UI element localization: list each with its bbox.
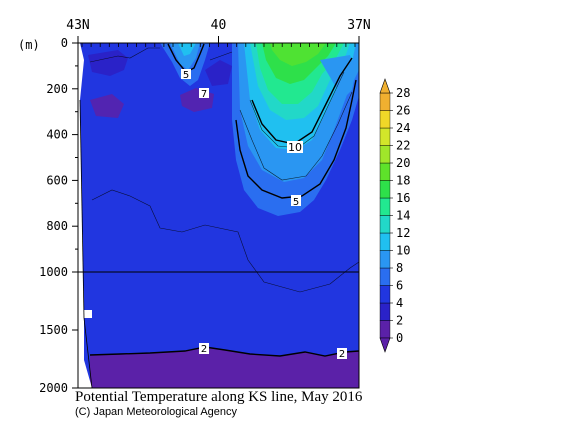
colorbar-segment-12: [379, 110, 391, 129]
colorbar-label-13: 26: [396, 104, 410, 118]
colorbar-label-12: 24: [396, 121, 410, 135]
colorbar-label-11: 22: [396, 139, 410, 153]
colorbar-label-10: 20: [396, 156, 410, 170]
colorbar-label-9: 18: [396, 174, 410, 188]
colorbar-label-0: 0: [396, 331, 403, 345]
contour-lines-major: [89, 43, 360, 357]
plot-area: 5 7 10 5 2 2: [77, 42, 360, 389]
contour-label-10: 10: [288, 141, 302, 154]
y-tick-label-4: 800: [46, 219, 68, 233]
cold-patch-purple-left: [90, 94, 124, 118]
y-axis-unit-label: (m): [18, 38, 40, 52]
colorbar-segment-9: [379, 162, 391, 181]
contour-label-2-right: 2: [339, 349, 345, 360]
colorbar-label-7: 14: [396, 209, 410, 223]
contour-10-warm: [251, 57, 353, 145]
y-axis: (m) 0 200 400 600 800 1000 1500 2000: [18, 36, 78, 395]
contour-label-5-warm: 5: [293, 197, 299, 208]
x-tick-label-1: 40: [211, 18, 227, 33]
y-tick-label-2: 400: [46, 128, 68, 142]
colorbar-arrow-high: [379, 78, 391, 94]
station-ticks: [81, 43, 356, 47]
y-tick-label-3: 600: [46, 173, 68, 187]
colorbar-segment-13: [379, 92, 391, 111]
chart-credit: (C) Japan Meteorological Agency: [75, 406, 238, 418]
colorbar-segment-7: [379, 197, 391, 216]
y-tick-label-1: 200: [46, 82, 68, 96]
colorbar-segment-1: [379, 302, 391, 321]
colorbar-label-8: 16: [396, 191, 410, 205]
y-tick-label-0: 0: [61, 36, 68, 50]
colorbar-segment-8: [379, 180, 391, 199]
colorbar-segment-11: [379, 127, 391, 146]
colorbar-segment-2: [379, 285, 391, 304]
colorbar-segment-3: [379, 267, 391, 286]
seafloor-edge: [83, 317, 93, 389]
contour-label-group: 5 7 10 5 2 2: [181, 69, 347, 360]
colorbar-segment-6: [379, 215, 391, 234]
colorbar-label-6: 12: [396, 226, 410, 240]
contour-2-deep: [89, 346, 360, 357]
cold-patch-purple-right: [205, 60, 232, 86]
colorbar-label-3: 6: [396, 279, 403, 293]
colorbar-label-14: 28: [396, 86, 410, 100]
colorbar-segment-0: [379, 320, 391, 339]
y-tick-label-6: 1500: [39, 323, 68, 337]
seafloor-edge-upper: [79, 99, 85, 319]
warm-core-18: [270, 43, 326, 66]
colorbar-label-1: 2: [396, 314, 403, 328]
colorbar-segment-5: [379, 232, 391, 251]
contour-label-2-left: 2: [201, 344, 207, 355]
x-tick-label-2: 37N: [347, 18, 370, 33]
cold-patch-surface-left: [88, 50, 128, 76]
contour-label-7: 7: [201, 89, 207, 100]
colorbar-label-2: 4: [396, 296, 403, 310]
x-axis: 43N 40 37N: [66, 18, 371, 43]
contour-label-5-shallow: 5: [183, 70, 189, 81]
warm-tongue-inner: [170, 43, 200, 70]
seafloor-mask: [78, 43, 92, 388]
y-tick-label-5: 1000: [39, 265, 68, 279]
colorbar-segment-10: [379, 145, 391, 164]
chart-title: Potential Temperature along KS line, May…: [75, 389, 363, 405]
colorbar-label-4: 8: [396, 261, 403, 275]
colorbar-label-5: 10: [396, 244, 410, 258]
contour-5-warm: [235, 79, 357, 199]
colorbar-segment-4: [379, 250, 391, 269]
deep-cold-layer: [90, 347, 359, 388]
y-tick-label-7: 2000: [39, 381, 68, 395]
colorbar-arrow-low: [379, 337, 391, 353]
x-tick-label-0: 43N: [66, 18, 89, 33]
